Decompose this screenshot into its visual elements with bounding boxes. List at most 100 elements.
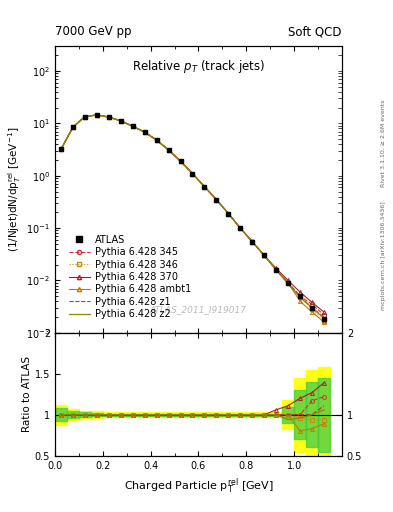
Pythia 6.428 z1 bbox=[59, 146, 63, 153]
Pythia 6.428 ambt1 bbox=[130, 123, 135, 130]
Pythia 6.428 z1 bbox=[310, 305, 314, 311]
Pythia 6.428 z2 bbox=[71, 124, 75, 130]
Pythia 6.428 346 bbox=[59, 146, 63, 153]
Pythia 6.428 370 bbox=[142, 129, 147, 135]
Pythia 6.428 345 bbox=[238, 225, 242, 231]
Pythia 6.428 370 bbox=[166, 147, 171, 153]
Pythia 6.428 z2 bbox=[178, 158, 183, 164]
Pythia 6.428 346 bbox=[274, 267, 279, 273]
Pythia 6.428 ambt1 bbox=[262, 252, 266, 259]
Pythia 6.428 z1 bbox=[262, 252, 266, 259]
Pythia 6.428 z1 bbox=[166, 147, 171, 153]
Pythia 6.428 ambt1 bbox=[118, 118, 123, 124]
Pythia 6.428 345 bbox=[154, 137, 159, 143]
Pythia 6.428 370 bbox=[286, 278, 290, 284]
Pythia 6.428 345 bbox=[178, 158, 183, 164]
Pythia 6.428 ambt1 bbox=[321, 319, 326, 325]
Pythia 6.428 z2 bbox=[226, 210, 231, 217]
Pythia 6.428 z2 bbox=[142, 129, 147, 135]
Pythia 6.428 ambt1 bbox=[166, 147, 171, 153]
Pythia 6.428 z2 bbox=[274, 267, 279, 273]
Pythia 6.428 ambt1 bbox=[286, 280, 290, 286]
Pythia 6.428 345 bbox=[59, 146, 63, 153]
Pythia 6.428 370 bbox=[310, 300, 314, 306]
Pythia 6.428 z1 bbox=[274, 267, 279, 273]
Pythia 6.428 ambt1 bbox=[71, 124, 75, 130]
Pythia 6.428 z2 bbox=[262, 252, 266, 259]
Pythia 6.428 345 bbox=[321, 312, 326, 318]
Pythia 6.428 z2 bbox=[154, 137, 159, 143]
Pythia 6.428 z1 bbox=[83, 114, 87, 120]
Pythia 6.428 370 bbox=[262, 252, 266, 259]
Pythia 6.428 346 bbox=[202, 183, 207, 189]
Pythia 6.428 346 bbox=[226, 210, 231, 217]
Pythia 6.428 345 bbox=[250, 239, 255, 245]
Text: Relative $p_T$ (track jets): Relative $p_T$ (track jets) bbox=[132, 57, 265, 75]
Pythia 6.428 370 bbox=[238, 225, 242, 231]
Line: Pythia 6.428 346: Pythia 6.428 346 bbox=[59, 113, 326, 323]
Pythia 6.428 370 bbox=[107, 114, 111, 120]
Pythia 6.428 345 bbox=[190, 170, 195, 177]
Pythia 6.428 ambt1 bbox=[94, 112, 99, 118]
Text: mcplots.cern.ch [arXiv:1306.3436]: mcplots.cern.ch [arXiv:1306.3436] bbox=[381, 202, 386, 310]
Pythia 6.428 345 bbox=[118, 118, 123, 124]
Pythia 6.428 ambt1 bbox=[298, 298, 303, 304]
Pythia 6.428 370 bbox=[94, 112, 99, 118]
Pythia 6.428 345 bbox=[130, 123, 135, 130]
Pythia 6.428 z1 bbox=[214, 197, 219, 203]
X-axis label: Charged Particle $\mathregular{p_T^{rel}}$ [GeV]: Charged Particle $\mathregular{p_T^{rel}… bbox=[123, 476, 274, 496]
Pythia 6.428 z1 bbox=[238, 225, 242, 231]
Pythia 6.428 370 bbox=[83, 114, 87, 120]
Pythia 6.428 345 bbox=[83, 114, 87, 120]
Pythia 6.428 z1 bbox=[226, 210, 231, 217]
Pythia 6.428 345 bbox=[94, 112, 99, 118]
Pythia 6.428 346 bbox=[190, 170, 195, 177]
Pythia 6.428 346 bbox=[166, 147, 171, 153]
Pythia 6.428 z2 bbox=[130, 123, 135, 130]
Pythia 6.428 345 bbox=[298, 293, 303, 300]
Text: Soft QCD: Soft QCD bbox=[288, 26, 342, 38]
Line: Pythia 6.428 z2: Pythia 6.428 z2 bbox=[61, 115, 324, 318]
Pythia 6.428 z1 bbox=[250, 239, 255, 245]
Pythia 6.428 z2 bbox=[310, 305, 314, 311]
Y-axis label: Ratio to ATLAS: Ratio to ATLAS bbox=[22, 356, 32, 432]
Pythia 6.428 z2 bbox=[190, 170, 195, 177]
Pythia 6.428 345 bbox=[310, 301, 314, 307]
Line: Pythia 6.428 345: Pythia 6.428 345 bbox=[59, 113, 326, 317]
Pythia 6.428 z2 bbox=[202, 183, 207, 189]
Pythia 6.428 z1 bbox=[107, 114, 111, 120]
Pythia 6.428 ambt1 bbox=[238, 225, 242, 231]
Pythia 6.428 346 bbox=[118, 118, 123, 124]
Pythia 6.428 z1 bbox=[94, 112, 99, 118]
Pythia 6.428 ambt1 bbox=[202, 183, 207, 189]
Pythia 6.428 345 bbox=[214, 197, 219, 203]
Pythia 6.428 z1 bbox=[130, 123, 135, 130]
Pythia 6.428 z1 bbox=[190, 170, 195, 177]
Pythia 6.428 ambt1 bbox=[59, 146, 63, 153]
Pythia 6.428 ambt1 bbox=[83, 114, 87, 120]
Pythia 6.428 ambt1 bbox=[226, 210, 231, 217]
Pythia 6.428 346 bbox=[298, 294, 303, 300]
Pythia 6.428 346 bbox=[71, 124, 75, 130]
Pythia 6.428 ambt1 bbox=[190, 170, 195, 177]
Pythia 6.428 345 bbox=[274, 267, 279, 273]
Pythia 6.428 345 bbox=[166, 147, 171, 153]
Pythia 6.428 370 bbox=[59, 146, 63, 153]
Pythia 6.428 345 bbox=[226, 210, 231, 217]
Pythia 6.428 370 bbox=[226, 210, 231, 217]
Pythia 6.428 ambt1 bbox=[214, 197, 219, 203]
Pythia 6.428 ambt1 bbox=[142, 129, 147, 135]
Pythia 6.428 346 bbox=[178, 158, 183, 164]
Pythia 6.428 370 bbox=[321, 309, 326, 315]
Pythia 6.428 346 bbox=[83, 114, 87, 120]
Pythia 6.428 345 bbox=[286, 280, 290, 286]
Pythia 6.428 346 bbox=[286, 280, 290, 286]
Pythia 6.428 370 bbox=[202, 183, 207, 189]
Pythia 6.428 370 bbox=[250, 239, 255, 245]
Pythia 6.428 370 bbox=[274, 265, 279, 271]
Pythia 6.428 z1 bbox=[118, 118, 123, 124]
Pythia 6.428 z2 bbox=[59, 146, 63, 153]
Pythia 6.428 ambt1 bbox=[310, 309, 314, 315]
Pythia 6.428 346 bbox=[321, 317, 326, 324]
Pythia 6.428 z2 bbox=[94, 112, 99, 118]
